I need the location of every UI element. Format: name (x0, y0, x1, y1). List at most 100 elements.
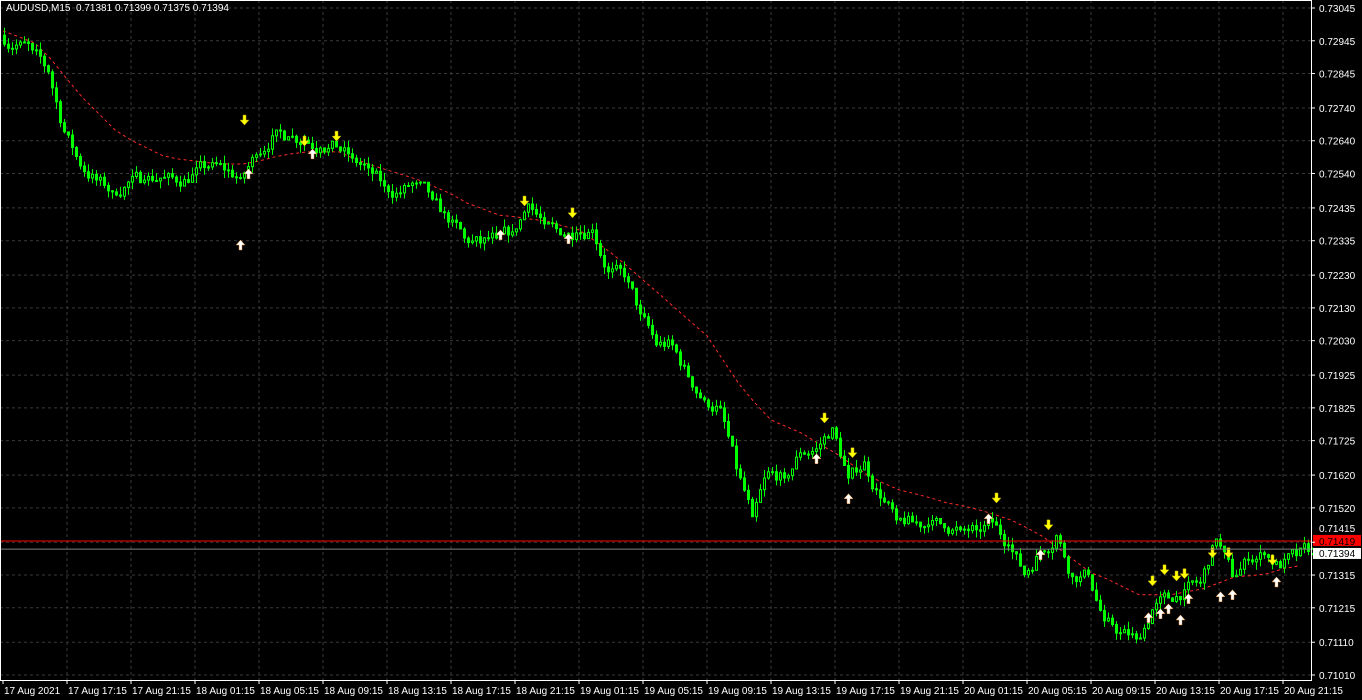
candle-body (431, 191, 434, 200)
candle-body (779, 472, 782, 481)
buy-arrow-icon (843, 493, 854, 504)
buy-arrow-icon (1175, 614, 1186, 626)
candle-body (959, 526, 962, 531)
candle-body (311, 142, 314, 149)
candle-body (411, 182, 414, 187)
y-tick-label: 0.71620 (1319, 471, 1356, 482)
x-tick-label: 19 Aug 21:15 (900, 686, 959, 697)
y-tick-label: 0.71415 (1319, 524, 1356, 535)
candle-body (679, 351, 682, 366)
candle-body (859, 469, 862, 473)
candle-body (775, 471, 778, 481)
sell-arrow-icon (239, 114, 250, 126)
candle-body (1279, 561, 1282, 569)
candle-body (523, 211, 526, 221)
candle-body (331, 140, 334, 149)
candle-body (223, 163, 226, 171)
candle-body (1003, 533, 1006, 547)
candle-body (111, 190, 114, 193)
candle-body (563, 234, 566, 237)
candle-body (1123, 629, 1126, 634)
x-tick-label: 20 Aug 01:15 (964, 686, 1023, 697)
candle-body (755, 501, 758, 518)
candle-body (535, 208, 538, 215)
candle-body (487, 237, 490, 240)
candle-body (963, 528, 966, 531)
candle-body (555, 223, 558, 230)
candle-body (871, 475, 874, 490)
candle-body (1255, 558, 1258, 563)
candle-body (891, 502, 894, 510)
candle-body (459, 221, 462, 230)
candle-body (299, 141, 302, 146)
candle-body (195, 167, 198, 176)
candle-body (607, 266, 610, 273)
candle-body (15, 44, 18, 50)
buy-arrow-icon (1227, 589, 1238, 600)
candle-body (711, 406, 714, 412)
candle-body (347, 147, 350, 155)
candle-body (131, 176, 134, 183)
candle-body (67, 131, 70, 136)
candle-body (1031, 569, 1034, 572)
candle-body (751, 498, 754, 518)
sell-arrow-icon (1179, 568, 1190, 580)
candle-body (91, 173, 94, 179)
candle-body (519, 219, 522, 230)
bid-label-box (1313, 547, 1361, 559)
candle-body (603, 254, 606, 268)
x-tick-label: 17 Aug 2021 (4, 686, 61, 697)
candle-body (215, 162, 218, 165)
x-tick-label: 18 Aug 01:15 (196, 686, 255, 697)
candle-body (219, 162, 222, 165)
candle-body (1163, 592, 1166, 598)
x-tick-label: 18 Aug 21:15 (516, 686, 575, 697)
candle-body (1251, 559, 1254, 563)
candle-body (59, 101, 62, 124)
candle-body (783, 472, 786, 479)
y-tick-label: 0.71520 (1319, 504, 1356, 515)
candle-body (259, 153, 262, 156)
candle-body (675, 344, 678, 353)
candle-body (371, 167, 374, 174)
candle-body (695, 386, 698, 394)
candle-body (771, 471, 774, 474)
candle-body (507, 226, 510, 236)
candle-body (1215, 538, 1218, 547)
candle-body (647, 316, 650, 326)
candle-body (1067, 556, 1070, 574)
candle-body (95, 173, 98, 181)
candle-body (355, 157, 358, 164)
candle-body (843, 455, 846, 466)
candle-body (759, 489, 762, 503)
candle-body (847, 464, 850, 479)
candle-body (1199, 581, 1202, 584)
candle-body (87, 171, 90, 179)
candle-body (943, 523, 946, 529)
candle-body (1103, 609, 1106, 622)
ask-label-box (1313, 534, 1361, 546)
x-tick-label: 17 Aug 17:15 (68, 686, 127, 697)
candle-body (391, 191, 394, 198)
candle-body (211, 162, 214, 168)
candle-body (435, 198, 438, 201)
candle-body (319, 147, 322, 154)
candle-body (635, 287, 638, 306)
candle-body (691, 376, 694, 388)
candle-body (463, 228, 466, 239)
buy-arrow-icon (1183, 593, 1194, 604)
candle-body (839, 437, 842, 457)
candle-body (315, 147, 318, 154)
candle-body (559, 228, 562, 236)
candle-body (1043, 550, 1046, 553)
sell-arrow-icon (1147, 575, 1158, 587)
candle-body (451, 219, 454, 223)
y-tick-label: 0.72945 (1319, 37, 1356, 48)
candle-body (631, 281, 634, 289)
y-tick-label: 0.71010 (1319, 671, 1356, 682)
candle-body (1035, 556, 1038, 571)
y-tick-label: 0.72335 (1319, 237, 1356, 248)
candle-body (175, 176, 178, 183)
